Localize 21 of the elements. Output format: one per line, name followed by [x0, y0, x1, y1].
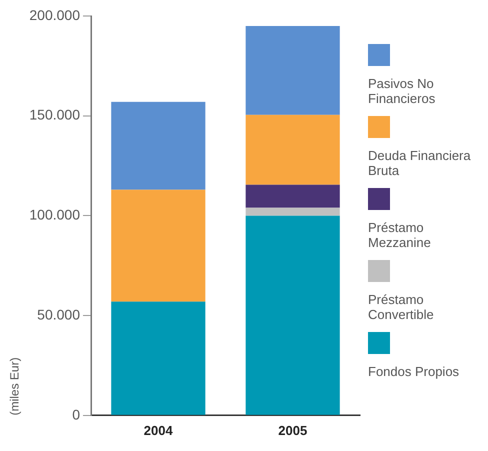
- bar: [111, 302, 206, 415]
- y-tick-label: 50.000: [37, 306, 80, 322]
- y-tick-label: 200.000: [29, 6, 80, 23]
- bar: [246, 216, 340, 415]
- y-tick-label: 0: [72, 406, 80, 422]
- legend-label: Préstamo Mezzanine: [368, 220, 432, 250]
- legend-label: Préstamo Convertible: [368, 292, 435, 322]
- y-tick-label: 150.000: [29, 106, 80, 123]
- bar: [111, 190, 206, 302]
- x-tick-label: 2004: [144, 422, 174, 438]
- y-tick-label: 100.000: [29, 206, 80, 223]
- bar: [246, 208, 340, 216]
- bar: [246, 26, 340, 115]
- bar: [111, 102, 206, 190]
- legend-label: Pasivos No Financieros: [368, 76, 436, 106]
- bar: [246, 184, 340, 208]
- y-axis-title: (miles Eur): [8, 357, 22, 416]
- x-tick-label: 2005: [278, 422, 308, 438]
- bar: [246, 114, 340, 185]
- legend-label: Fondos Propios: [368, 364, 460, 379]
- legend-label: Deuda Financiera Bruta: [368, 148, 472, 178]
